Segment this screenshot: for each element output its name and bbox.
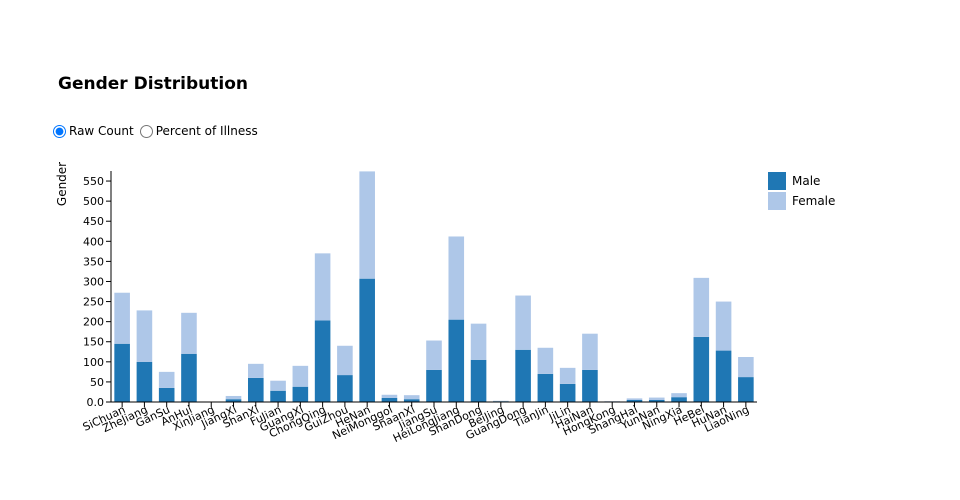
bar-male-jiangxi [225, 399, 242, 402]
percent-of-illness-option[interactable]: Percent of Illness [139, 124, 258, 138]
bar-male-ningxia [671, 397, 687, 402]
bar-male-gansu [158, 387, 175, 402]
display-mode-radio-group: Raw Count Percent of Illness [53, 124, 264, 138]
y-tick-label: 200 [83, 316, 104, 329]
y-tick-label: 250 [83, 296, 104, 309]
y-tick-label: 500 [83, 195, 104, 208]
bar-male-henan [359, 278, 375, 402]
bar-female-sichuan [114, 292, 130, 344]
bar-female-shanxi [248, 363, 264, 378]
bar-female-anhui [181, 312, 197, 354]
bar-female-neimonggol [381, 394, 398, 398]
bar-male-shandong [470, 359, 487, 402]
bar-male-hunan [715, 350, 732, 402]
bar-male-anhui [181, 353, 197, 402]
raw-count-label: Raw Count [69, 124, 134, 138]
legend-label-male: Male [792, 174, 820, 188]
y-tick-label: 0.0 [87, 396, 105, 409]
bar-male-liaoning [738, 377, 754, 402]
bar-female-jilin [559, 367, 576, 384]
bar-male-hebei [693, 336, 710, 402]
x-axis: SiChuanZheJiangGanSuAnHuiXinJiangJiangXi… [81, 401, 757, 445]
bar-male-guizhou [337, 375, 353, 402]
y-tick-label: 450 [83, 215, 104, 228]
percent-of-illness-label: Percent of Illness [155, 124, 258, 138]
bar-female-jiangsu [426, 340, 442, 370]
y-tick-label: 300 [83, 275, 104, 288]
bar-female-shaanxi [403, 395, 420, 400]
bar-male-shanghai [626, 399, 643, 402]
bar-female-heilongjiang [448, 236, 465, 320]
y-axis-label: Gender [55, 162, 69, 206]
bar-male-fujian [270, 390, 286, 402]
bar-female-hainan [582, 333, 598, 370]
bar-female-tianjin [537, 347, 554, 374]
bar-female-shanghai [626, 398, 643, 400]
legend-swatch-male [768, 172, 786, 190]
bar-male-sichuan [114, 343, 130, 402]
bar-male-heilongjiang [448, 319, 465, 402]
bar-female-yunnan [648, 397, 665, 400]
bar-female-hunan [715, 301, 732, 351]
bars-layer [114, 171, 754, 402]
bar-female-fujian [270, 380, 286, 391]
y-tick-label: 400 [83, 235, 104, 248]
bar-female-liaoning [738, 357, 754, 378]
raw-count-option[interactable]: Raw Count [53, 124, 134, 138]
bar-male-chongqing [314, 320, 331, 402]
bar-male-zhejiang [136, 361, 153, 402]
y-tick-label: 100 [83, 356, 104, 369]
legend-label-female: Female [792, 194, 835, 208]
raw-count-radio[interactable] [53, 124, 66, 138]
bar-female-guangxi [292, 365, 309, 387]
bar-female-ningxia [671, 393, 687, 398]
bar-male-guangxi [292, 386, 309, 402]
bar-female-gansu [158, 371, 175, 388]
chart-title: Gender Distribution [58, 74, 248, 94]
x-tick-label: LiaoNing [702, 403, 751, 435]
legend-swatch-female [768, 192, 786, 210]
bar-female-chongqing [314, 253, 331, 321]
y-tick-label: 550 [83, 175, 104, 188]
bar-female-guangdong [515, 295, 531, 350]
bar-male-shaanxi [403, 399, 420, 402]
bar-female-guizhou [337, 345, 353, 376]
bar-female-henan [359, 171, 375, 279]
bar-male-neimonggol [381, 397, 398, 402]
legend: Male Female [768, 172, 835, 210]
bar-female-jiangxi [225, 395, 242, 400]
percent-of-illness-radio[interactable] [139, 124, 153, 138]
bar-male-guangdong [515, 349, 531, 402]
bar-female-shandong [470, 323, 487, 360]
bar-male-shanxi [248, 377, 264, 402]
bar-female-hebei [693, 277, 710, 337]
bar-male-jiangsu [426, 369, 442, 402]
y-tick-label: 350 [83, 255, 104, 268]
bar-male-jilin [559, 383, 576, 402]
bar-male-tianjin [537, 373, 554, 402]
y-axis: 0.0 50 100 150 200 250 300 350 400 450 500 550 [83, 171, 112, 409]
bar-male-yunnan [648, 399, 665, 402]
bar-male-hainan [582, 369, 598, 402]
bar-female-zhejiang [136, 310, 153, 362]
y-tick-label: 50 [90, 376, 104, 389]
y-tick-label: 150 [83, 336, 104, 349]
